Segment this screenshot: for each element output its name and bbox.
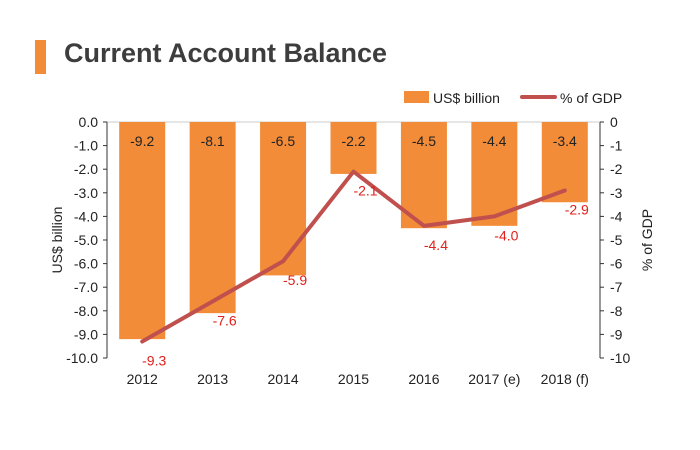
chart-title: Current Account Balance <box>64 38 388 68</box>
y-tick-label: -6.0 <box>74 256 98 272</box>
y2-tick-label: -9 <box>610 326 623 342</box>
line-data-label: -2.9 <box>565 201 589 217</box>
y-tick-label: -7.0 <box>74 279 98 295</box>
y-tick-label: -2.0 <box>74 161 98 177</box>
y-tick-label: -8.0 <box>74 303 98 319</box>
y2-tick-label: -7 <box>610 279 623 295</box>
y2-tick-label: -1 <box>610 138 623 154</box>
y-tick-label: -1.0 <box>74 138 98 154</box>
y2-tick-label: -4 <box>610 208 623 224</box>
y2-axis-title: % of GDP <box>639 209 655 271</box>
line-data-label: -9.3 <box>142 352 166 368</box>
x-tick-label: 2017 (e) <box>468 371 520 387</box>
bar <box>119 122 166 340</box>
legend-swatch-bar <box>404 91 429 103</box>
bar <box>471 122 518 226</box>
bar-data-label: -8.1 <box>201 133 225 149</box>
x-tick-label: 2016 <box>408 371 439 387</box>
y2-tick-label: -5 <box>610 232 623 248</box>
x-tick-label: 2012 <box>127 371 158 387</box>
y2-tick-label: -10 <box>610 350 630 366</box>
y2-tick-label: -6 <box>610 256 623 272</box>
y-tick-label: -9.0 <box>74 326 98 342</box>
line-data-label: -4.0 <box>494 227 518 243</box>
bar-data-label: -9.2 <box>130 133 154 149</box>
y-tick-label: 0.0 <box>79 114 99 130</box>
x-tick-label: 2018 (f) <box>541 371 589 387</box>
gdp-line <box>140 169 567 344</box>
y2-tick-label: -8 <box>610 303 623 319</box>
bar <box>330 122 377 174</box>
bar-data-label: -4.4 <box>482 133 506 149</box>
y-tick-label: -5.0 <box>74 232 98 248</box>
line-data-label: -4.4 <box>424 237 448 253</box>
y2-tick-label: -2 <box>610 161 623 177</box>
x-tick-label: 2013 <box>197 371 228 387</box>
title-accent-bar <box>35 40 46 74</box>
y-tick-label: -3.0 <box>74 185 98 201</box>
bar-data-label: -6.5 <box>271 133 295 149</box>
x-tick-label: 2014 <box>267 371 298 387</box>
y-tick-label: -10.0 <box>66 350 98 366</box>
x-tick-label: 2015 <box>338 371 369 387</box>
bar-data-label: -2.2 <box>341 133 365 149</box>
line-data-label: -7.6 <box>213 312 237 328</box>
y-axis-title: US$ billion <box>49 207 65 274</box>
y2-tick-label: 0 <box>610 114 618 130</box>
y-tick-label: -4.0 <box>74 208 98 224</box>
bar-data-label: -4.5 <box>412 133 436 149</box>
line-data-label: -2.1 <box>353 183 377 199</box>
bar-data-label: -3.4 <box>553 133 577 149</box>
y2-tick-label: -3 <box>610 185 623 201</box>
line-data-label: -5.9 <box>283 272 307 288</box>
bar <box>189 122 236 314</box>
bar <box>400 122 447 229</box>
legend-label-bar: US$ billion <box>433 90 500 106</box>
bar <box>260 122 307 276</box>
legend-label-line: % of GDP <box>560 90 622 106</box>
